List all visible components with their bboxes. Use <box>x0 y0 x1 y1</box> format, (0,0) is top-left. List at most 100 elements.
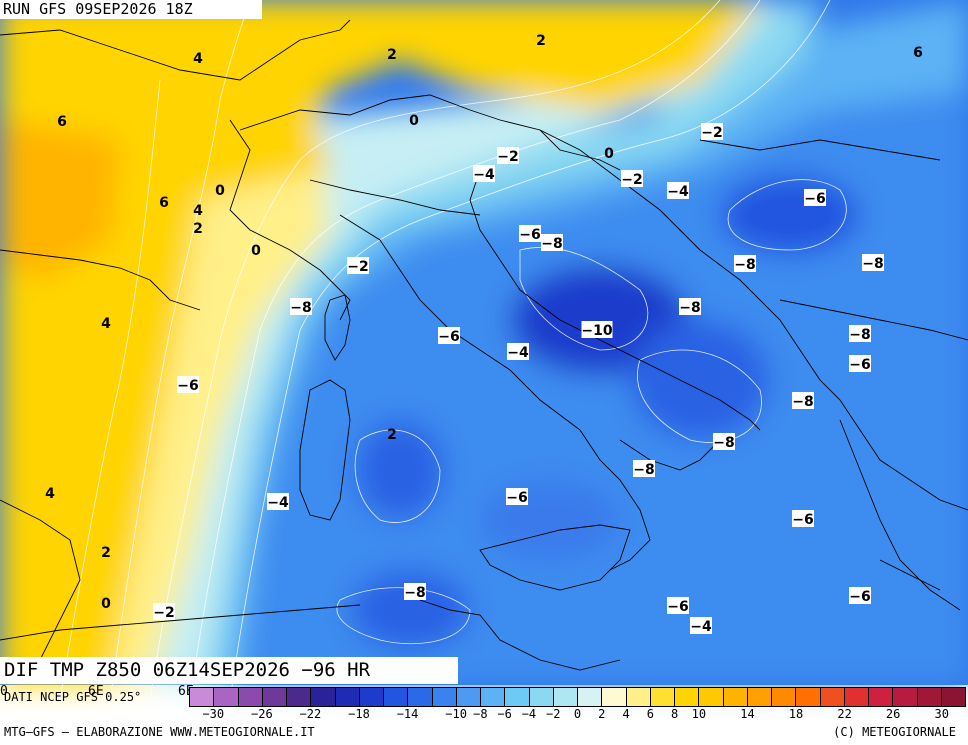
colorbar-swatch <box>844 688 869 706</box>
contour-label: −8 <box>290 298 312 316</box>
colorbar-tick-label: 2 <box>598 707 606 721</box>
run-label: RUN GFS 09SEP2026 18Z <box>0 0 262 19</box>
contour-label: 0 <box>101 596 111 612</box>
contour-label: −8 <box>734 255 756 273</box>
colorbar-swatch <box>529 688 554 706</box>
contour-label-text: 0 <box>604 146 614 162</box>
colorbar-tick-label: 26 <box>885 707 901 721</box>
contour-label: −6 <box>667 597 689 615</box>
contour-label: 2 <box>101 545 111 561</box>
lon-tick: 0 <box>0 684 8 699</box>
contour-label-text: −4 <box>667 184 689 200</box>
contour-label: 2 <box>193 221 203 237</box>
colorbar-ticks: −30 −26 −22 −18 −14 −10 −8 −6 −4 −2 0 2 4 6 8 10 14 18 22 2… <box>189 707 966 723</box>
copyright: (C) METEOGIORNALE <box>833 725 956 739</box>
colorbar-tick-label: −18 <box>348 707 370 721</box>
contour-label: 0 <box>251 243 261 259</box>
contour-label: −4 <box>473 165 495 183</box>
colorbar-swatch <box>553 688 578 706</box>
contour-label-text: −8 <box>633 462 654 478</box>
colorbar-swatch <box>335 688 360 706</box>
contour-label: 2 <box>387 47 397 63</box>
contour-label-text: 2 <box>193 221 203 237</box>
contour-label-text: −10 <box>581 323 612 339</box>
contour-label-text: −4 <box>507 345 529 361</box>
colorbar-swatch <box>432 688 457 706</box>
contour-label: 4 <box>45 486 55 502</box>
colorbar-swatch <box>214 688 239 706</box>
colorbar-tick-label: 18 <box>788 707 804 721</box>
contour-label: 4 <box>101 316 111 332</box>
colorbar-swatch <box>384 688 409 706</box>
contour-label-text: −8 <box>792 394 813 410</box>
contour-label-text: 0 <box>251 243 261 259</box>
contour-label-text: 2 <box>387 427 397 443</box>
contour-label-text: −6 <box>506 490 527 506</box>
contour-label-text: 6 <box>57 114 67 130</box>
contour-label-text: −2 <box>701 125 722 141</box>
contour-label: −6 <box>792 510 814 528</box>
contour-label: −6 <box>849 355 871 373</box>
contour-label-text: −8 <box>862 256 883 272</box>
colorbar-tick-label: 8 <box>671 707 679 721</box>
contour-label-text: −6 <box>519 227 540 243</box>
colorbar-swatch <box>238 688 263 706</box>
anomaly-shading <box>0 0 968 685</box>
contour-label: −8 <box>792 392 814 410</box>
colorbar-swatch <box>626 688 651 706</box>
contour-label-text: −8 <box>541 236 562 252</box>
colorbar-swatch <box>699 688 724 706</box>
colorbar-swatch <box>578 688 603 706</box>
colorbar-tick-label: 30 <box>934 707 949 721</box>
contour-label: −8 <box>541 234 563 252</box>
contour-label-text: 2 <box>101 545 111 561</box>
contour-label: 2 <box>536 33 546 49</box>
contour-label-text: 0 <box>409 113 419 129</box>
contour-label: −2 <box>621 170 643 188</box>
contour-label: −2 <box>153 603 175 621</box>
colorbar-tick-label: −22 <box>299 707 322 721</box>
contour-label-text: −8 <box>849 327 870 343</box>
colorbar-swatch <box>796 688 821 706</box>
isotherms <box>59 0 847 701</box>
colorbar-tick-label: −30 <box>202 707 225 721</box>
contour-label-text: 0 <box>215 183 225 199</box>
colorbar-swatch <box>287 688 312 706</box>
colorbar-tick-label: −8 <box>473 707 488 721</box>
contour-label: −8 <box>633 460 655 478</box>
colorbar-tick-label: 22 <box>837 707 852 721</box>
contour-label: 0 <box>604 146 614 162</box>
contour-label: 4 <box>193 203 203 219</box>
contour-label-text: −6 <box>792 512 813 528</box>
colorbar-swatch <box>675 688 700 706</box>
contour-label-text: 4 <box>101 316 111 332</box>
contour-label-text: 2 <box>536 33 546 49</box>
field-label: DIF TMP Z850 06Z14SEP2026 −96 HR <box>0 657 458 684</box>
colorbar-swatch <box>311 688 336 706</box>
colorbar-swatch <box>456 688 481 706</box>
contour-label: 0 <box>215 183 225 199</box>
colorbar-tick-label: 6 <box>646 707 654 721</box>
colorbar-swatch <box>820 688 845 706</box>
colorbar-tick-label: 14 <box>740 707 755 721</box>
footer-credit: MTG–GFS – ELABORAZIONE WWW.METEOGIORNALE… <box>4 725 315 739</box>
contour-label: 6 <box>159 195 169 211</box>
contour-label-text: −2 <box>153 605 174 621</box>
colorbar-swatch <box>941 688 965 706</box>
contour-label: −2 <box>497 147 519 165</box>
colorbar-swatch <box>408 688 433 706</box>
contour-label-text: −6 <box>804 191 825 207</box>
contour-label: −6 <box>506 488 528 506</box>
contour-label: −8 <box>404 583 426 601</box>
lon-tick: 6E <box>88 684 104 699</box>
colorbar-swatch <box>262 688 287 706</box>
contour-label-text: 6 <box>159 195 169 211</box>
contour-label: 2 <box>387 427 397 443</box>
colorbar-swatch <box>772 688 797 706</box>
colorbar-swatch <box>481 688 506 706</box>
contour-label-text: −2 <box>621 172 642 188</box>
contour-label-text: −2 <box>497 149 518 165</box>
contour-label: −4 <box>690 617 712 635</box>
colorbar-tick-label: −26 <box>251 707 273 721</box>
